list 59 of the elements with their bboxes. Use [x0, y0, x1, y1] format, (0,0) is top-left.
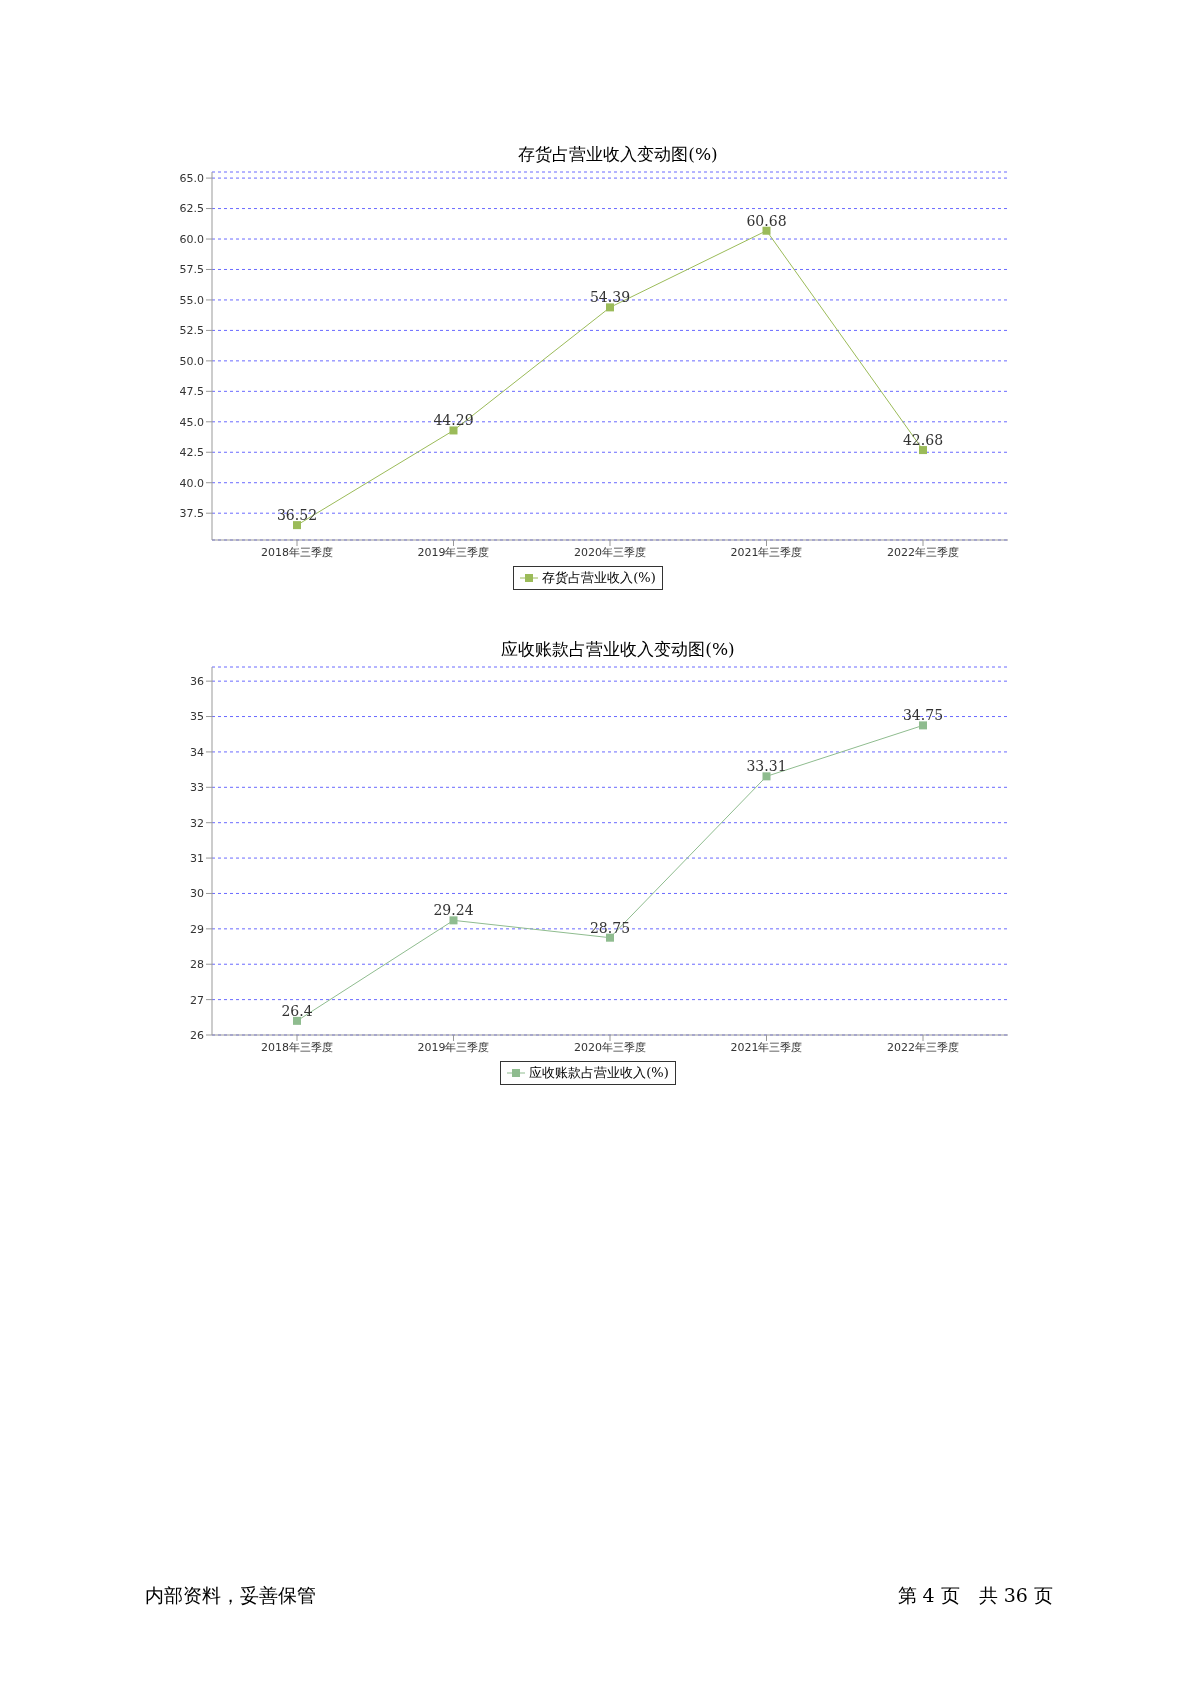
point	[606, 303, 614, 312]
data-label: 54.39	[589, 289, 631, 306]
x-tick-label: 2021年三季度	[730, 545, 803, 559]
y-tick-label: 35	[190, 710, 204, 724]
point	[919, 446, 927, 455]
x-tick-label: 2020年三季度	[574, 1040, 646, 1054]
y-tick-label: 60.0	[179, 232, 204, 246]
y-tick-label: 40.0	[179, 476, 204, 490]
legend-label: 应收账款占营业收入(%)	[528, 1064, 669, 1082]
y-tick-label: 33	[190, 781, 204, 795]
x-tick-label: 2020年三季度	[574, 545, 646, 559]
point	[449, 916, 458, 925]
y-tick-label: 50.0	[179, 354, 204, 368]
x-tick-label: 2018年三季度	[261, 1040, 333, 1054]
data-label: 29.24	[433, 902, 474, 919]
y-tick-label: 30	[190, 887, 204, 901]
point	[449, 426, 458, 435]
point	[762, 772, 771, 781]
y-tick-label: 47.5	[179, 385, 204, 399]
y-tick-label: 34	[190, 745, 204, 759]
point	[606, 933, 614, 942]
y-tick-label: 52.5	[179, 324, 204, 338]
data-label: 44.29	[433, 412, 474, 429]
chart-title: 存货占营业收入变动图(%)	[517, 143, 719, 166]
x-tick-label: 2019年三季度	[417, 545, 490, 559]
data-label: 60.68	[746, 212, 787, 229]
y-tick-label: 31	[190, 851, 204, 865]
legend-label: 存货占营业收入(%)	[541, 569, 656, 587]
y-tick-label: 28	[190, 958, 204, 972]
data-label: 28.75	[589, 919, 631, 936]
y-tick-label: 27	[190, 993, 204, 1007]
y-tick-label: 65.0	[179, 172, 204, 185]
x-tick-label: 2022年三季度	[887, 545, 959, 559]
y-tick-label: 32	[190, 816, 204, 830]
y-tick-label: 55.0	[179, 293, 204, 307]
data-label: 42.68	[902, 432, 944, 449]
data-label: 26.4	[281, 1002, 313, 1019]
y-tick-label: 57.5	[179, 263, 204, 277]
y-tick-label: 45.0	[179, 415, 204, 429]
point	[919, 721, 927, 730]
y-tick-label: 62.5	[179, 202, 204, 216]
point	[293, 1016, 301, 1025]
point	[293, 521, 301, 530]
y-tick-label: 42.5	[179, 446, 204, 460]
data-label: 33.31	[746, 758, 787, 775]
y-tick-label: 36	[190, 675, 204, 689]
x-tick-label: 2021年三季度	[730, 1040, 803, 1054]
y-tick-label: 37.5	[179, 507, 204, 521]
x-tick-label: 2022年三季度	[887, 1040, 959, 1054]
data-label: 36.52	[276, 507, 318, 524]
chart-title: 应收账款占营业收入变动图(%)	[500, 638, 736, 661]
x-tick-label: 2019年三季度	[417, 1040, 490, 1054]
text: 第 4 页 共 36 页	[897, 1583, 1053, 1608]
x-tick-label: 2018年三季度	[261, 545, 333, 559]
text: 内部资料，妥善保管	[145, 1583, 316, 1608]
data-label: 34.75	[902, 707, 944, 724]
point	[762, 226, 771, 235]
y-tick-label: 26	[190, 1028, 204, 1042]
y-tick-label: 29	[190, 922, 204, 936]
